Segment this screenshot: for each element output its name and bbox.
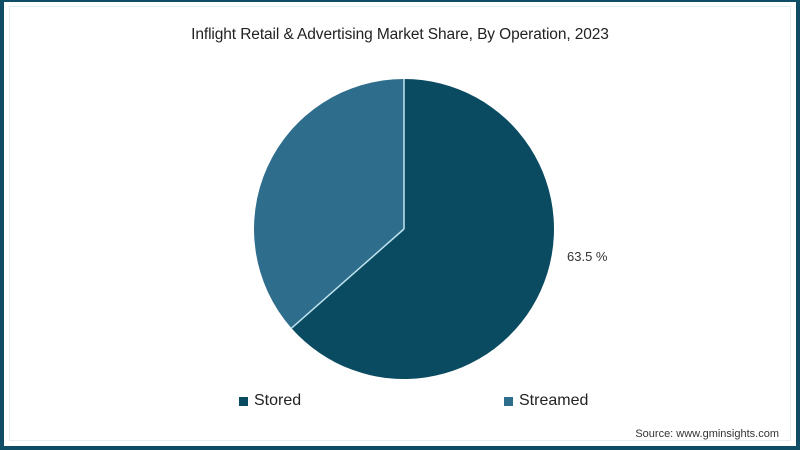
legend-swatch-stored bbox=[239, 396, 248, 406]
slice-separator bbox=[290, 228, 405, 329]
pie-slice-stored bbox=[291, 79, 554, 379]
pie-slice-streamed bbox=[254, 79, 404, 329]
data-label-stored: 63.5 % bbox=[567, 249, 608, 264]
legend-label-streamed: Streamed bbox=[519, 392, 589, 409]
legend-item-streamed: Streamed bbox=[504, 392, 588, 410]
legend-swatch-streamed bbox=[504, 396, 513, 406]
source-note: Source: www.gminsights.com bbox=[635, 428, 779, 440]
legend-item-stored: Stored bbox=[239, 392, 301, 410]
legend-label-stored: Stored bbox=[254, 392, 302, 409]
chart-title: Inflight Retail & Advertising Market Sha… bbox=[191, 26, 609, 43]
legend: Stored Streamed bbox=[0, 392, 800, 414]
